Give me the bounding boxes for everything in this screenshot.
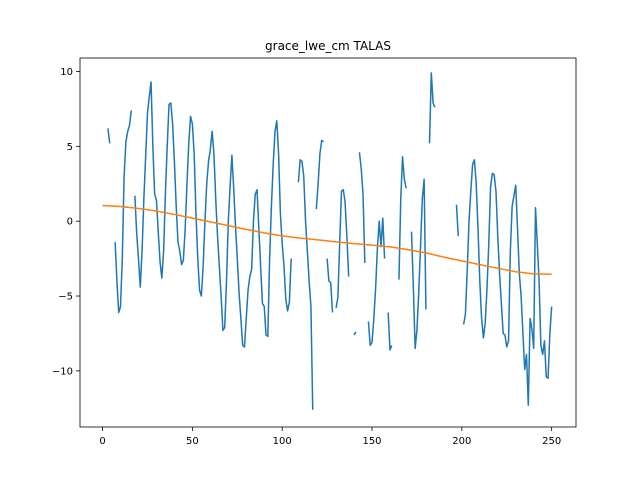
ticks-layer: 0 50 100 150 200 250 −10 −5 0 5 10 [52,67,561,447]
x-tick-label: 50 [186,436,199,447]
y-tick-label: 10 [60,67,73,78]
x-tick-label: 0 [99,436,105,447]
x-tick-label: 150 [362,436,381,447]
series-line-0 [107,72,553,410]
chart-title: grace_lwe_cm TALAS [265,39,391,53]
x-tick-label: 250 [542,436,561,447]
series-layer [102,72,553,410]
x-tick-label: 200 [452,436,471,447]
x-tick-label: 100 [273,436,292,447]
y-tick-label: −5 [58,292,73,303]
y-tick-label: −10 [52,366,73,377]
y-tick-label: 0 [67,217,73,228]
series-line-1 [102,204,552,276]
y-tick-label: 5 [67,142,73,153]
plot-frame [79,57,577,428]
